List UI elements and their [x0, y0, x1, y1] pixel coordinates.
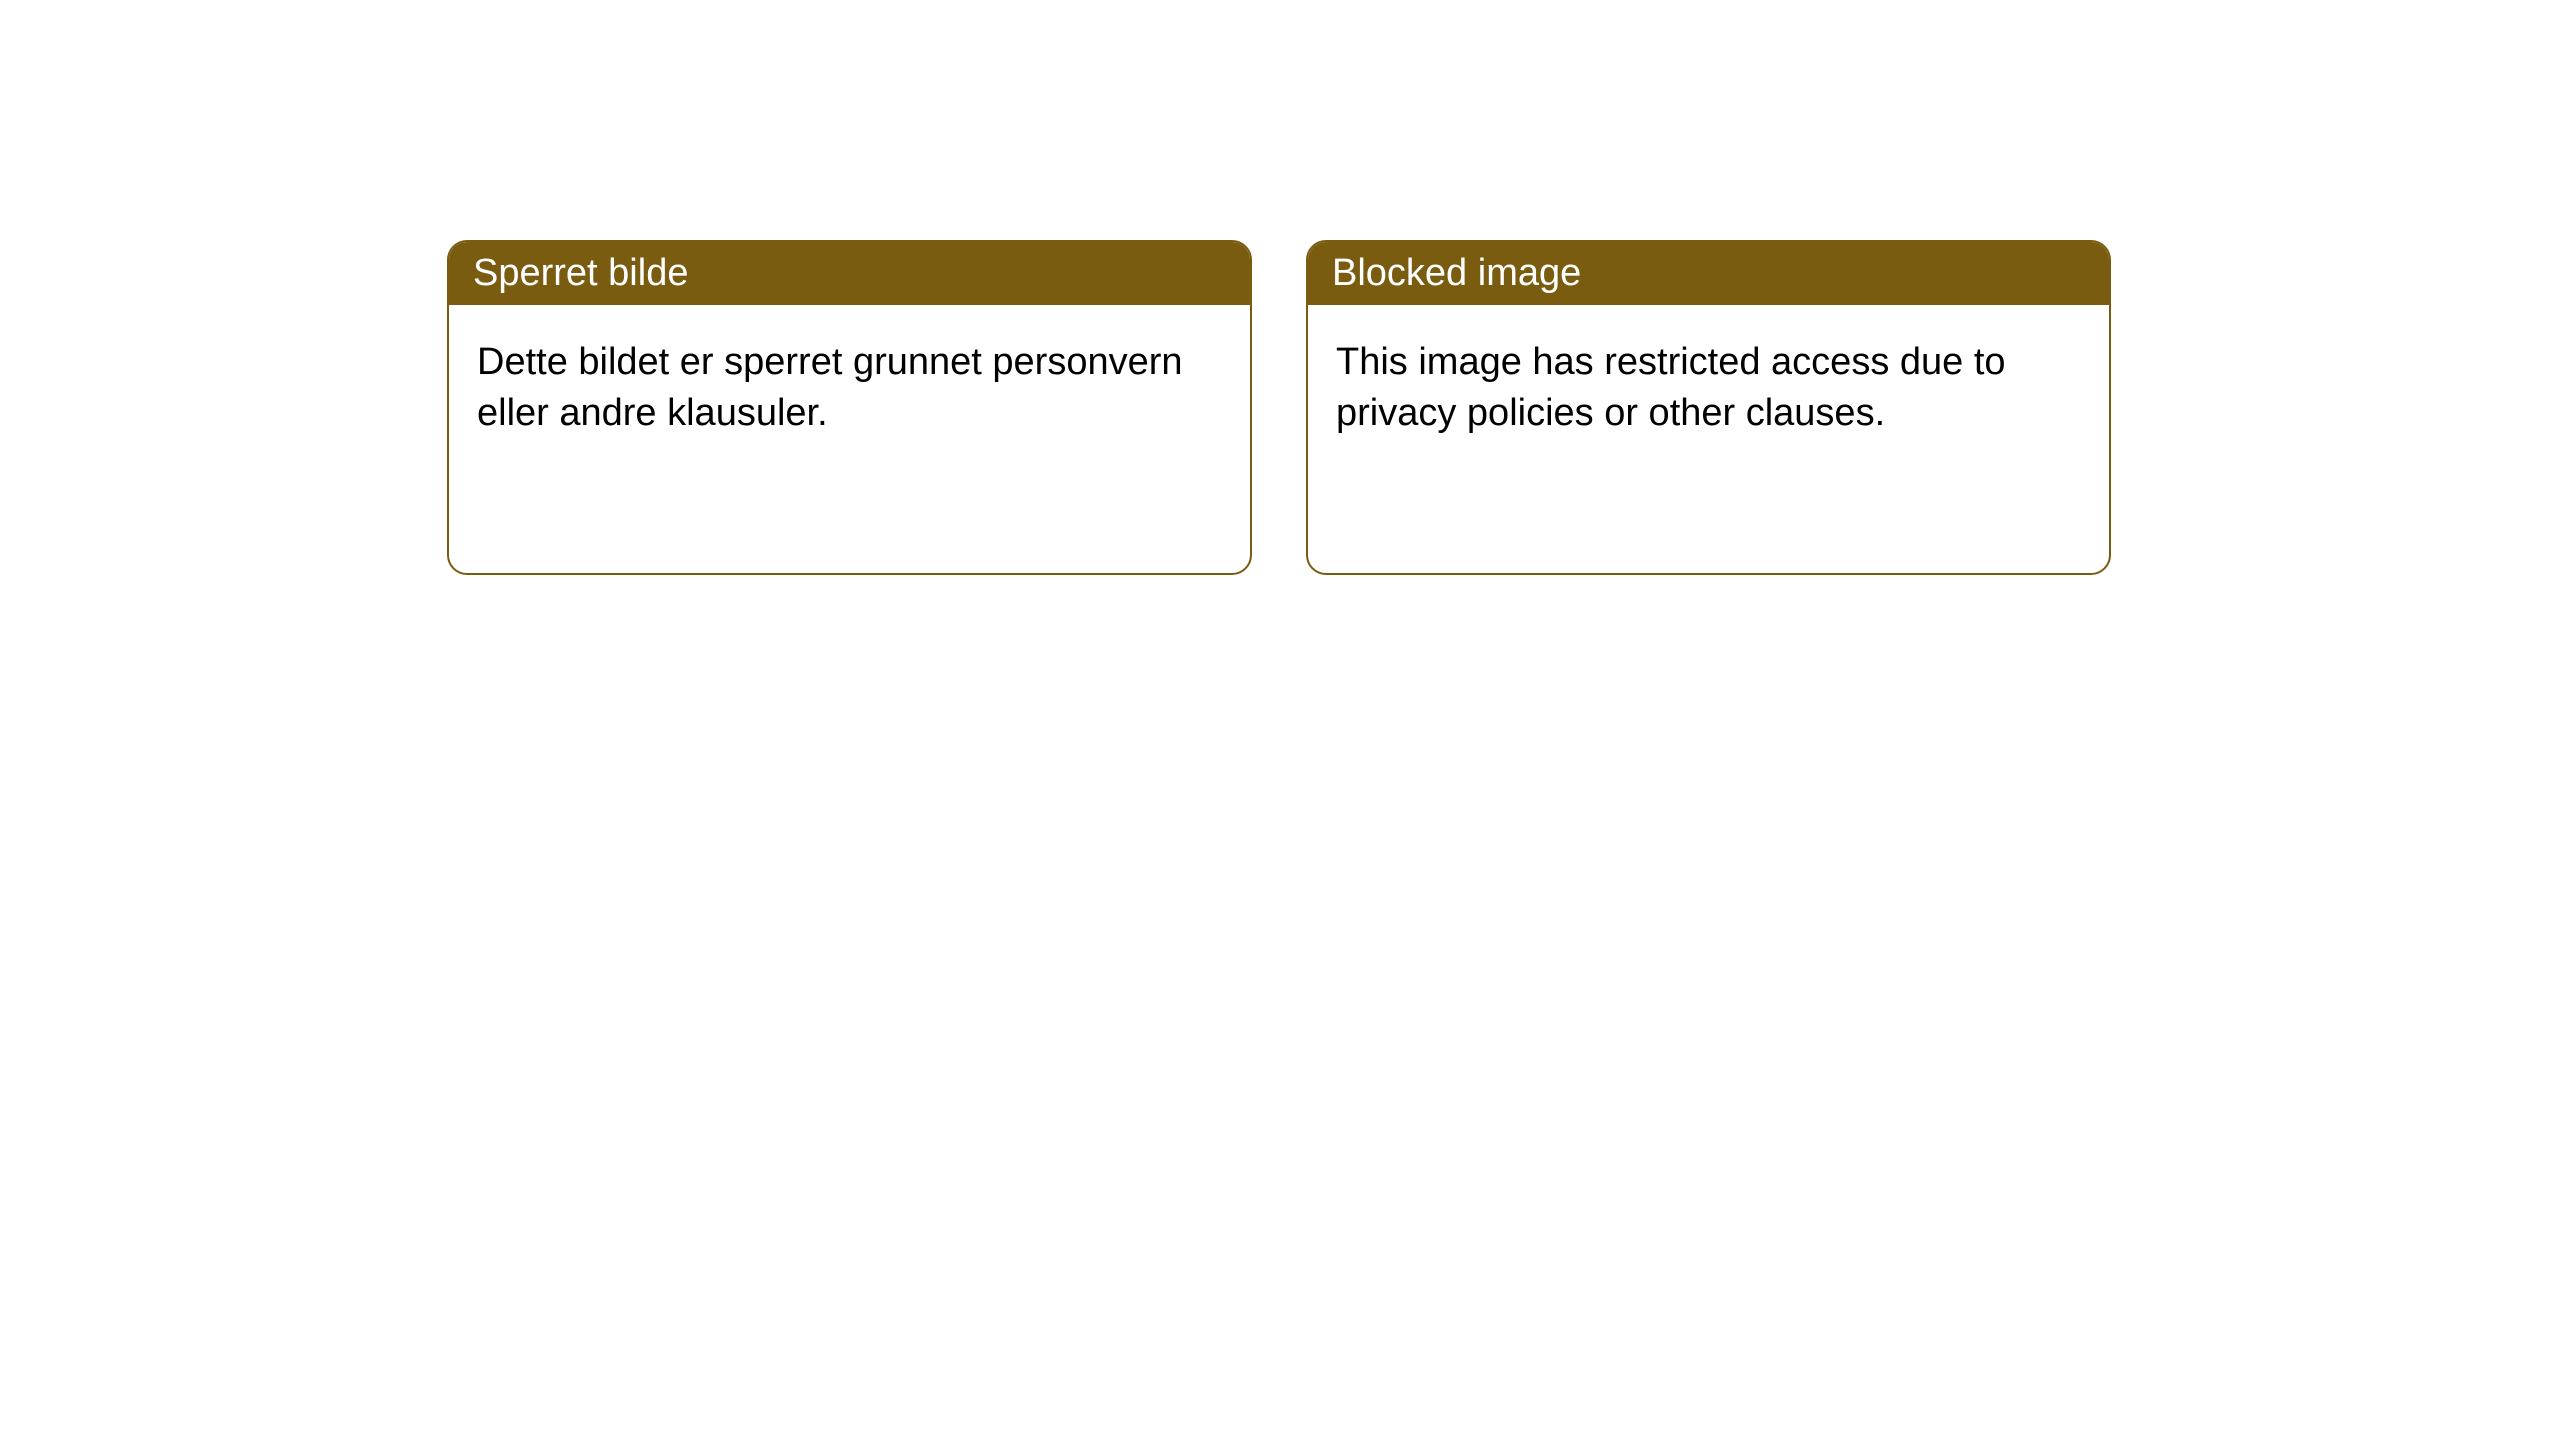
- notice-body-english: This image has restricted access due to …: [1308, 305, 2109, 472]
- notice-body-text-norwegian: Dette bildet er sperret grunnet personve…: [477, 341, 1183, 434]
- notice-body-text-english: This image has restricted access due to …: [1336, 341, 2006, 434]
- notice-box-english: Blocked image This image has restricted …: [1306, 240, 2111, 575]
- notice-container: Sperret bilde Dette bildet er sperret gr…: [447, 240, 2111, 575]
- notice-box-norwegian: Sperret bilde Dette bildet er sperret gr…: [447, 240, 1252, 575]
- notice-title-norwegian: Sperret bilde: [473, 252, 688, 294]
- notice-body-norwegian: Dette bildet er sperret grunnet personve…: [449, 305, 1250, 472]
- notice-title-english: Blocked image: [1332, 252, 1581, 294]
- notice-header-norwegian: Sperret bilde: [449, 242, 1250, 305]
- notice-header-english: Blocked image: [1308, 242, 2109, 305]
